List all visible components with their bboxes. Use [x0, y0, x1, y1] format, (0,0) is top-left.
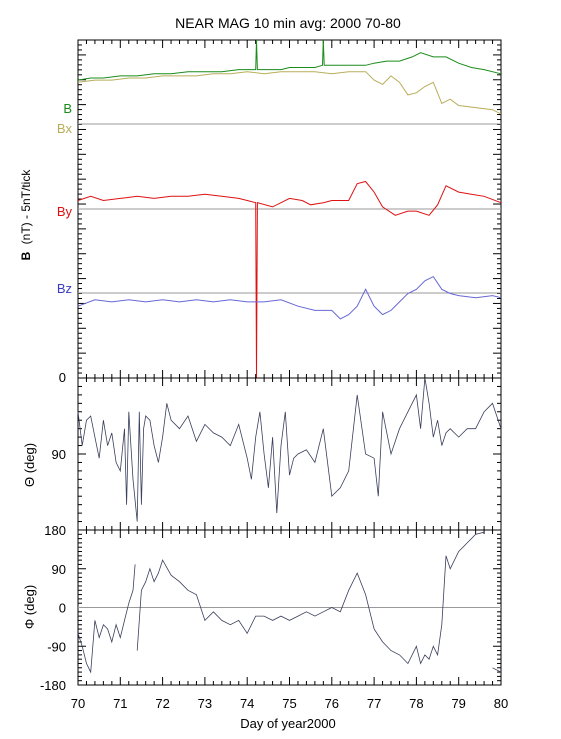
phi-y-tick-label: 0: [59, 601, 66, 616]
theta-y-axis-label: Θ (deg): [22, 443, 37, 487]
mag-panel: B Bx By Bz 0 B (nT) - 5nT/tick: [19, 39, 502, 385]
phi-y-tick-label: 90: [52, 562, 66, 577]
series-label-by: By: [57, 204, 73, 219]
theta-y-tick-label-90: 90: [52, 447, 66, 462]
mag-y-tick-label: 0: [59, 370, 66, 385]
mag-y-axis-label-bold: B: [19, 251, 33, 260]
series-line-b: [77, 39, 502, 81]
phi-panel: 180 90 0 -90 -180 Φ (deg): [22, 523, 502, 693]
series-line-bx: [77, 71, 502, 115]
x-tick-label: 79: [451, 696, 465, 711]
x-tick-label: 80: [494, 696, 508, 711]
phi-y-axis-label: Φ (deg): [22, 585, 37, 629]
x-tick-label: 70: [71, 696, 85, 711]
x-tick-labels: 70 71 72 73 74 75 76 77 78 79 80: [71, 696, 508, 711]
theta-series-line: [77, 377, 502, 522]
x-tick-label: 78: [409, 696, 423, 711]
series-label-bx: Bx: [57, 121, 73, 136]
x-tick-label: 75: [282, 696, 296, 711]
phi-y-tick-label: 180: [44, 523, 66, 538]
phi-y-tick-label: -90: [47, 639, 66, 654]
x-tick-label: 72: [155, 696, 169, 711]
chart-title: NEAR MAG 10 min avg: 2000 70-80: [175, 15, 401, 31]
series-line-bz: [77, 275, 502, 320]
series-label-b: B: [63, 101, 72, 116]
mag-traces: [77, 39, 502, 379]
phi-series-line: [77, 531, 502, 674]
series-label-bz: Bz: [57, 281, 72, 296]
theta-panel-ticks: [77, 377, 502, 531]
theta-panel: 0 90 Θ (deg): [22, 377, 502, 531]
x-axis-label: Day of year2000: [240, 716, 335, 731]
mag-y-axis-label: B (nT) - 5nT/tick: [19, 169, 33, 261]
series-line-by: [77, 180, 502, 379]
x-tick-label: 74: [240, 696, 254, 711]
x-tick-label: 71: [113, 696, 127, 711]
phi-panel-ticks: [77, 529, 502, 686]
x-tick-label: 76: [325, 696, 339, 711]
mag-y-axis-label-rest: (nT) - 5nT/tick: [19, 169, 33, 245]
theta-panel-frame: [77, 377, 502, 531]
phi-y-tick-labels: 180 90 0 -90 -180: [40, 523, 66, 693]
x-tick-label: 73: [198, 696, 212, 711]
x-tick-label: 77: [367, 696, 381, 711]
phi-y-tick-label: -180: [40, 678, 66, 693]
